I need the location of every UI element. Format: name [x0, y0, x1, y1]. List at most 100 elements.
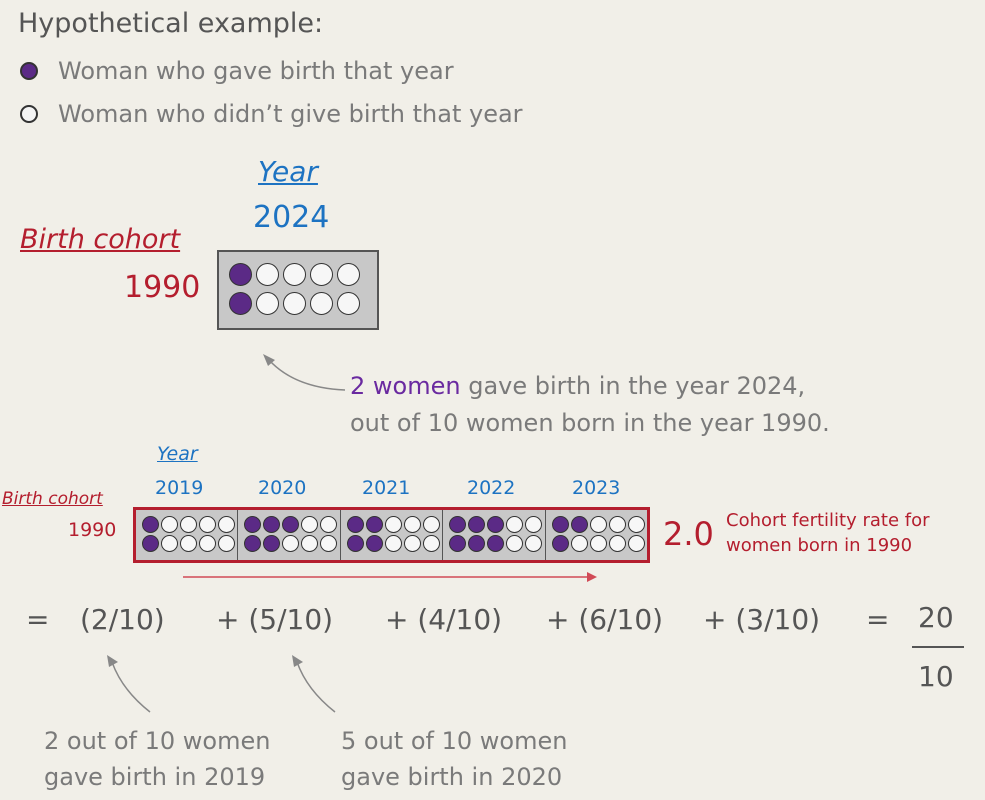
woman-gave-birth-dot: [449, 516, 467, 533]
timeline-cell-2021: [341, 510, 444, 560]
woman-no-birth-dot: [422, 535, 440, 552]
legend-item-gave-birth: Woman who gave birth that year: [20, 57, 454, 85]
timeline-cell-2022: [443, 510, 546, 560]
timeline-cell-2019: [136, 510, 239, 560]
filled-circle-icon: [20, 62, 38, 80]
curved-arrow-icon: [107, 655, 151, 713]
explanation-text: gave birth in the year 2024,: [460, 372, 806, 400]
term-2022: + (6/10): [546, 603, 664, 636]
woman-no-birth-dot: [161, 535, 178, 552]
fraction-numerator: 20: [918, 601, 954, 634]
woman-gave-birth-dot: [142, 535, 159, 552]
woman-no-birth-dot: [506, 516, 524, 533]
term-2020: + (5/10): [216, 603, 334, 636]
woman-no-birth-dot: [320, 535, 338, 552]
woman-no-birth-dot: [608, 535, 626, 552]
woman-gave-birth-dot: [468, 516, 486, 533]
woman-no-birth-dot: [218, 516, 235, 533]
woman-gave-birth-dot: [346, 535, 364, 552]
woman-no-birth-dot: [301, 516, 319, 533]
example-women-grid: [217, 250, 379, 330]
curved-arrow-icon: [263, 354, 346, 391]
woman-gave-birth-dot: [468, 535, 486, 552]
timeline-cell-2020: [238, 510, 341, 560]
legend-label: Woman who gave birth that year: [58, 57, 454, 85]
woman-no-birth-dot: [627, 516, 645, 533]
term-2021: + (4/10): [385, 603, 503, 636]
year-value: 2024: [253, 200, 330, 235]
woman-no-birth-dot: [589, 516, 607, 533]
legend-item-no-birth: Woman who didn’t give birth that year: [20, 100, 523, 128]
note-2020-line-2: gave birth in 2020: [341, 763, 563, 791]
woman-no-birth-dot: [589, 535, 607, 552]
cohort-value: 1990: [124, 270, 201, 305]
legend-title: Hypothetical example:: [18, 8, 324, 39]
woman-gave-birth-dot: [346, 516, 364, 533]
woman-gave-birth-dot: [449, 535, 467, 552]
woman-no-birth-dot: [180, 535, 197, 552]
timeline-year-2023: 2023: [572, 477, 621, 499]
rate-label-line-2: women born in 1990: [726, 535, 913, 556]
explanation-highlight: 2 women: [350, 372, 461, 400]
timeline-cohort-axis-label: Birth cohort: [2, 489, 103, 509]
woman-no-birth-dot: [525, 535, 543, 552]
curved-arrow-icon: [292, 655, 336, 713]
woman-no-birth-dot: [283, 263, 306, 286]
woman-no-birth-dot: [403, 516, 421, 533]
cohort-fertility-rate-value: 2.0: [663, 515, 714, 553]
woman-no-birth-dot: [403, 535, 421, 552]
woman-gave-birth-dot: [263, 516, 281, 533]
woman-no-birth-dot: [256, 263, 279, 286]
timeline-cell-2023: [546, 510, 647, 560]
woman-gave-birth-dot: [570, 516, 588, 533]
timeline-cohort-value: 1990: [68, 519, 117, 541]
woman-gave-birth-dot: [244, 535, 262, 552]
year-axis-label: Year: [258, 155, 318, 188]
equals-sign: =: [26, 603, 50, 636]
timeline-year-2021: 2021: [362, 477, 411, 499]
woman-no-birth-dot: [301, 535, 319, 552]
woman-no-birth-dot: [161, 516, 178, 533]
woman-gave-birth-dot: [282, 516, 300, 533]
right-arrow-icon: [183, 572, 597, 582]
cohort-timeline-band: [133, 507, 650, 563]
woman-no-birth-dot: [570, 535, 588, 552]
woman-gave-birth-dot: [263, 535, 281, 552]
woman-gave-birth-dot: [365, 516, 383, 533]
woman-no-birth-dot: [506, 535, 524, 552]
woman-gave-birth-dot: [142, 516, 159, 533]
explanation-line-2: out of 10 women born in the year 1990.: [350, 409, 830, 437]
woman-no-birth-dot: [627, 535, 645, 552]
woman-no-birth-dot: [180, 516, 197, 533]
term-2023: + (3/10): [703, 603, 821, 636]
woman-no-birth-dot: [310, 292, 333, 315]
woman-no-birth-dot: [608, 516, 626, 533]
timeline-year-2020: 2020: [258, 477, 307, 499]
woman-no-birth-dot: [320, 516, 338, 533]
woman-no-birth-dot: [384, 535, 402, 552]
explanation-line-1: 2 women gave birth in the year 2024,: [350, 372, 805, 400]
fraction-bar: [912, 646, 964, 648]
term-2019: (2/10): [80, 603, 165, 636]
timeline-year-axis-label: Year: [157, 443, 198, 465]
woman-no-birth-dot: [199, 516, 216, 533]
woman-gave-birth-dot: [244, 516, 262, 533]
note-2020-line-1: 5 out of 10 women: [341, 727, 568, 755]
woman-gave-birth-dot: [551, 516, 569, 533]
cohort-axis-label: Birth cohort: [20, 224, 181, 255]
woman-gave-birth-dot: [229, 292, 252, 315]
woman-gave-birth-dot: [229, 263, 252, 286]
fraction-denominator: 10: [918, 660, 954, 693]
timeline-year-2022: 2022: [467, 477, 516, 499]
equals-sign-2: =: [866, 603, 890, 636]
woman-no-birth-dot: [337, 263, 360, 286]
woman-no-birth-dot: [525, 516, 543, 533]
woman-no-birth-dot: [422, 516, 440, 533]
woman-no-birth-dot: [283, 292, 306, 315]
note-2019-line-1: 2 out of 10 women: [44, 727, 271, 755]
woman-no-birth-dot: [199, 535, 216, 552]
woman-no-birth-dot: [218, 535, 235, 552]
woman-no-birth-dot: [337, 292, 360, 315]
woman-gave-birth-dot: [365, 535, 383, 552]
legend-label: Woman who didn’t give birth that year: [58, 100, 523, 128]
